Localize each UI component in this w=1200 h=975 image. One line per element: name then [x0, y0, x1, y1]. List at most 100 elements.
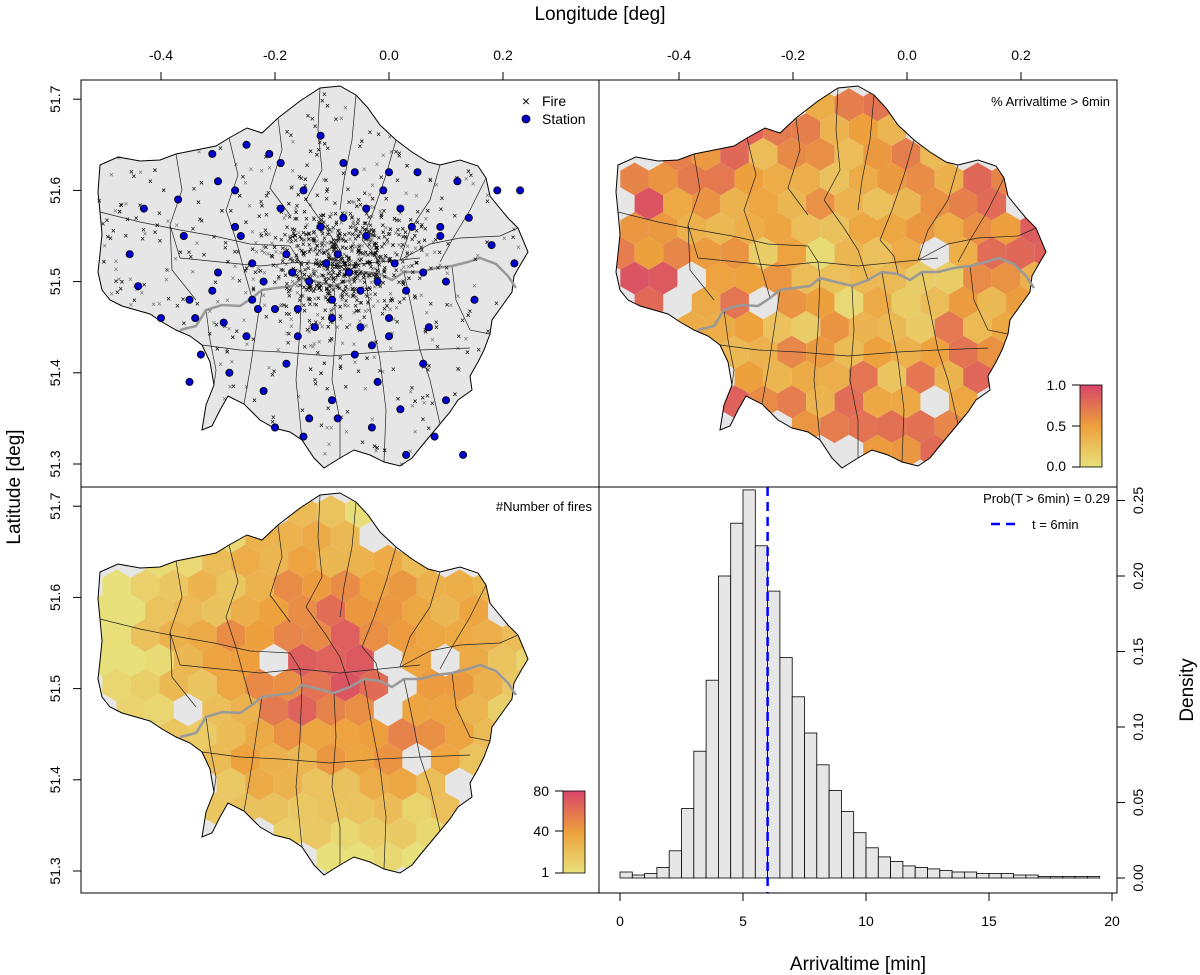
panel-histogram: Prob(T > 6min) = 0.29 t = 6min — [619, 487, 1110, 893]
fire-point: × — [358, 299, 363, 308]
fire-point: × — [111, 226, 116, 235]
fire-point: × — [132, 296, 137, 305]
fire-point: × — [329, 307, 334, 316]
fire-point: × — [400, 224, 405, 233]
station-point — [213, 177, 222, 186]
fire-point: × — [379, 173, 384, 182]
fire-point: × — [438, 261, 443, 270]
fire-point: × — [355, 219, 360, 228]
fire-point: × — [381, 278, 386, 287]
fire-point: × — [142, 281, 147, 290]
fire-point: × — [397, 230, 402, 239]
fire-point: × — [286, 339, 291, 348]
fire-point: × — [340, 243, 345, 252]
fire-point: × — [279, 208, 284, 217]
station-point — [333, 414, 342, 423]
fire-point: × — [326, 250, 331, 259]
fire-point: × — [329, 238, 334, 247]
fire-point: × — [322, 139, 327, 148]
fire-point: × — [343, 103, 348, 112]
fire-point: × — [385, 235, 390, 244]
fire-point: × — [178, 248, 183, 257]
fire-point: × — [312, 237, 317, 246]
fire-point: × — [331, 236, 336, 245]
fire-point: × — [226, 258, 231, 267]
fire-point: × — [273, 233, 278, 242]
fire-point: × — [395, 176, 400, 185]
fire-point: × — [105, 216, 110, 225]
fire-point: × — [270, 417, 275, 426]
fire-point: × — [308, 341, 313, 350]
fire-point: × — [302, 307, 307, 316]
fire-point: × — [337, 270, 342, 279]
fire-point: × — [287, 291, 292, 300]
fire-point: × — [148, 177, 153, 186]
fire-point: × — [356, 247, 361, 256]
fire-point: × — [315, 151, 320, 160]
fire-point: × — [392, 271, 397, 280]
station-point — [248, 295, 257, 304]
fire-point: × — [420, 393, 425, 402]
fire-point: × — [374, 244, 379, 253]
fire-point: × — [345, 323, 350, 332]
fire-point: × — [320, 314, 325, 323]
fire-point: × — [192, 185, 197, 194]
fire-point: × — [329, 271, 334, 280]
fire-point: × — [353, 234, 358, 243]
fire-point: × — [131, 172, 136, 181]
hist-x-tick-label: 20 — [1104, 913, 1120, 929]
fire-point: × — [320, 314, 325, 323]
fire-point: × — [373, 254, 378, 263]
fire-point: × — [325, 230, 330, 239]
fire-point: × — [382, 240, 387, 249]
fire-point: × — [452, 212, 457, 221]
fire-point: × — [230, 333, 235, 342]
fire-point: × — [332, 255, 337, 264]
fire-point: × — [330, 263, 335, 272]
fire-point: × — [119, 201, 124, 210]
right-axis-title: Density — [1177, 658, 1198, 722]
fire-point: × — [358, 276, 363, 285]
fire-point: × — [410, 384, 415, 393]
fire-point: × — [425, 391, 430, 400]
borough-boundary — [305, 87, 323, 201]
fire-point: × — [355, 219, 360, 228]
histogram-bar — [964, 871, 978, 879]
fire-point: × — [309, 283, 314, 292]
fire-point: × — [294, 251, 299, 260]
fire-point: × — [118, 285, 123, 294]
fire-point: × — [313, 122, 318, 131]
left-tick-label: 51.3 — [47, 857, 63, 884]
histogram-bar — [877, 856, 891, 879]
fire-point: × — [279, 236, 284, 245]
histogram-bar — [1037, 876, 1051, 879]
fire-point: × — [327, 337, 332, 346]
fire-point: × — [368, 285, 373, 294]
fire-point: × — [370, 194, 375, 203]
fire-point: × — [419, 246, 424, 255]
fire-point: × — [294, 215, 299, 224]
fire-point: × — [382, 304, 387, 313]
fire-point: × — [388, 255, 393, 264]
fire-point: × — [285, 279, 290, 288]
fire-point: × — [371, 231, 376, 240]
station-point — [225, 368, 234, 377]
fire-point: × — [342, 231, 347, 240]
fire-point: × — [299, 174, 304, 183]
fire-point: × — [316, 259, 321, 268]
fire-point: × — [376, 272, 381, 281]
fire-point: × — [293, 266, 298, 275]
fire-point: × — [289, 184, 294, 193]
station-point — [402, 450, 411, 459]
fire-point: × — [252, 396, 257, 405]
station-point — [185, 377, 194, 386]
fire-point: × — [379, 211, 384, 220]
fire-point: × — [385, 302, 390, 311]
fire-point: × — [140, 235, 145, 244]
fire-point: × — [308, 273, 313, 282]
histogram-bar — [619, 871, 633, 879]
fire-point: × — [382, 263, 387, 272]
fire-point: × — [322, 359, 327, 368]
fire-point: × — [308, 296, 313, 305]
